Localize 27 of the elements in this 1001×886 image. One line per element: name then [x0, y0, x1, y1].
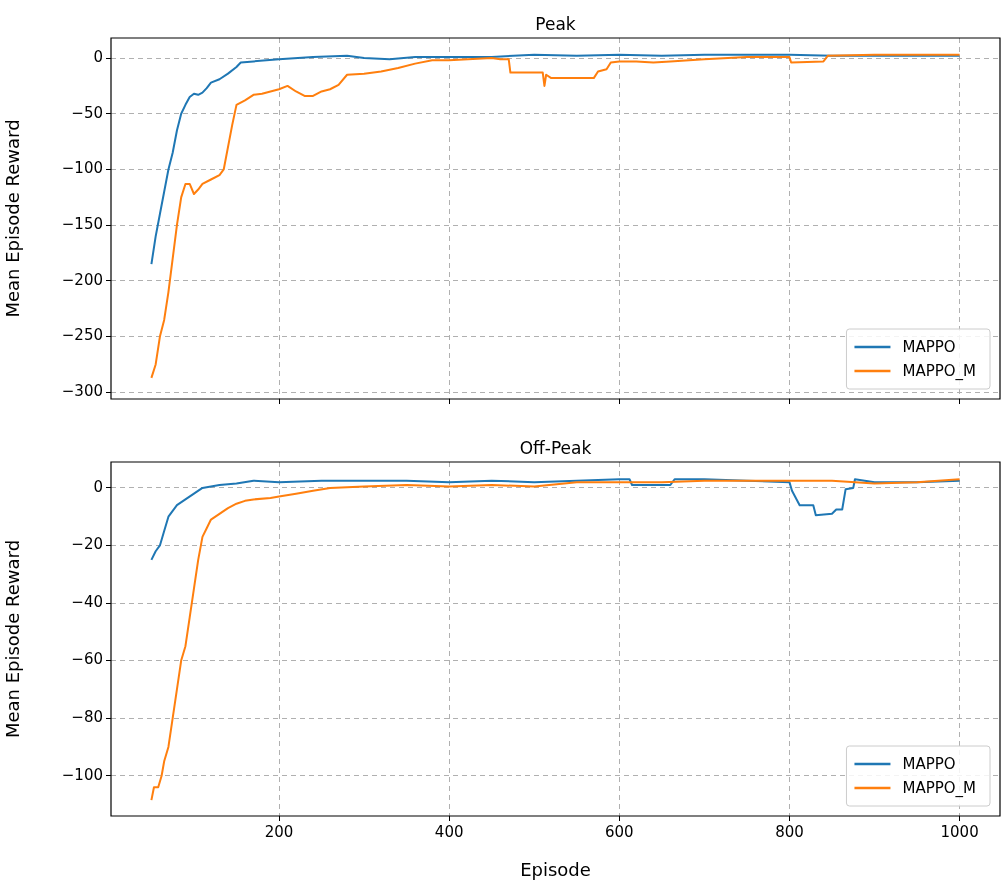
chart-title: Peak: [535, 14, 576, 34]
y-axis-title: Mean Episode Reward: [2, 119, 24, 318]
y-tick-label: −100: [61, 159, 103, 178]
y-axis-title: Mean Episode Reward: [2, 539, 24, 739]
y-tick-label: −300: [61, 382, 103, 401]
legend-label: MAPPO_M: [902, 778, 976, 798]
y-tick-label: −20: [71, 535, 103, 554]
x-tick-label: 400: [434, 822, 464, 841]
legend-label: MAPPO: [902, 337, 956, 356]
y-tick-label: 0: [93, 477, 103, 496]
x-tick-label: 800: [775, 822, 804, 841]
y-tick-label: −250: [61, 326, 103, 345]
y-tick-label: −50: [71, 103, 103, 122]
y-tick-label: −40: [71, 592, 103, 611]
legend-label: MAPPO: [902, 754, 956, 773]
y-tick-label: −60: [71, 650, 103, 669]
y-tick-label: −100: [61, 765, 103, 784]
y-tick-label: −80: [71, 708, 103, 727]
y-tick-label: −200: [61, 270, 103, 289]
y-tick-label: −150: [61, 215, 103, 234]
x-axis-title: Episode: [520, 858, 591, 880]
y-tick-label: 0: [93, 47, 103, 66]
legend-label: MAPPO_M: [902, 361, 976, 381]
chart-title: Off-Peak: [519, 438, 592, 458]
x-tick-label: 200: [264, 822, 294, 841]
x-tick-label: 1000: [940, 822, 979, 841]
x-tick-label: 600: [604, 822, 634, 841]
